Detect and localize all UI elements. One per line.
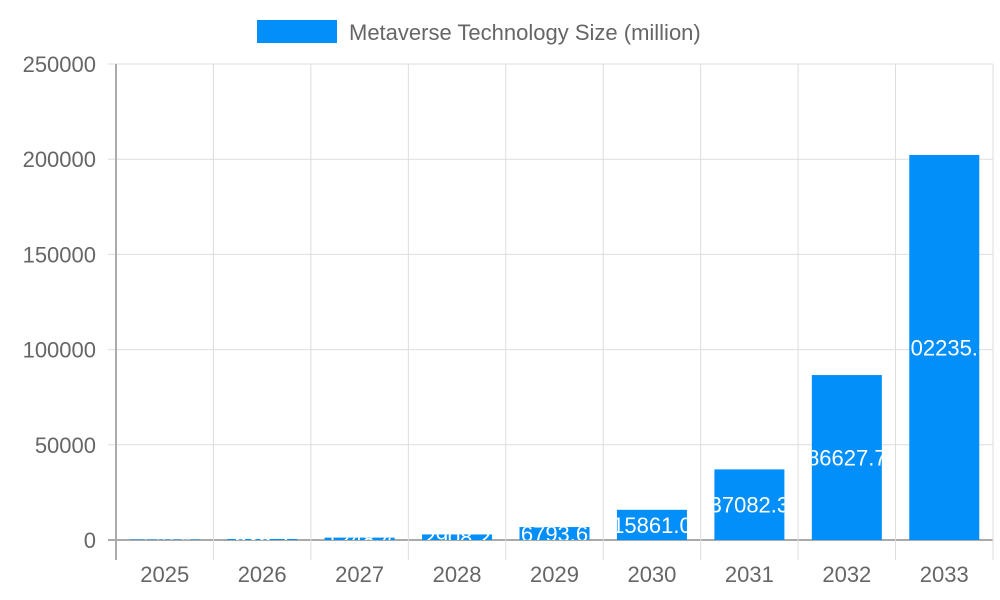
y-tick-label: 150000 <box>23 242 96 267</box>
bar <box>811 375 882 540</box>
y-tick-label: 100000 <box>23 338 96 363</box>
data-label: 2908.2 <box>423 525 490 550</box>
bar <box>519 527 590 540</box>
bar <box>422 534 493 540</box>
bar <box>227 538 298 540</box>
axes: 0 50000 100000 150000 200000 250000 2025 2026 20… <box>23 52 969 587</box>
data-label: 1248.4 <box>326 527 393 552</box>
bar <box>714 469 785 540</box>
y-tick-label: 0 <box>84 528 96 553</box>
data-label: 86627.7 <box>807 446 887 471</box>
legend-label: Metaverse Technology Size (million) <box>349 20 701 45</box>
data-label: 6793.6 <box>521 522 588 547</box>
bar <box>909 154 980 540</box>
bars: 229.5 535.2 1248.4 2908.2 6793.6 15861.0 37082… <box>129 154 990 553</box>
data-label: 37082.3 <box>710 493 790 518</box>
legend[interactable]: Metaverse Technology Size (million) <box>257 20 701 45</box>
x-tick-label: 2032 <box>822 562 871 587</box>
y-tick-label: 250000 <box>23 52 96 77</box>
x-tick-label: 2033 <box>920 562 969 587</box>
x-tick-label: 2031 <box>725 562 774 587</box>
x-tick-label: 2027 <box>335 562 384 587</box>
x-tick-label: 2025 <box>140 562 189 587</box>
data-label: 15861.0 <box>612 513 692 538</box>
x-tick-label: 2030 <box>627 562 676 587</box>
data-label: 202235.5 <box>898 335 990 360</box>
grid <box>108 63 994 560</box>
x-tick-label: 2026 <box>238 562 287 587</box>
bar <box>324 537 395 540</box>
x-tick-label: 2028 <box>433 562 482 587</box>
legend-swatch <box>257 20 337 43</box>
data-label: 229.5 <box>137 528 192 553</box>
bar <box>616 509 687 540</box>
data-label: 535.2 <box>235 527 290 552</box>
y-tick-label: 50000 <box>35 433 96 458</box>
y-tick-label: 200000 <box>23 147 96 172</box>
x-tick-label: 2029 <box>530 562 579 587</box>
